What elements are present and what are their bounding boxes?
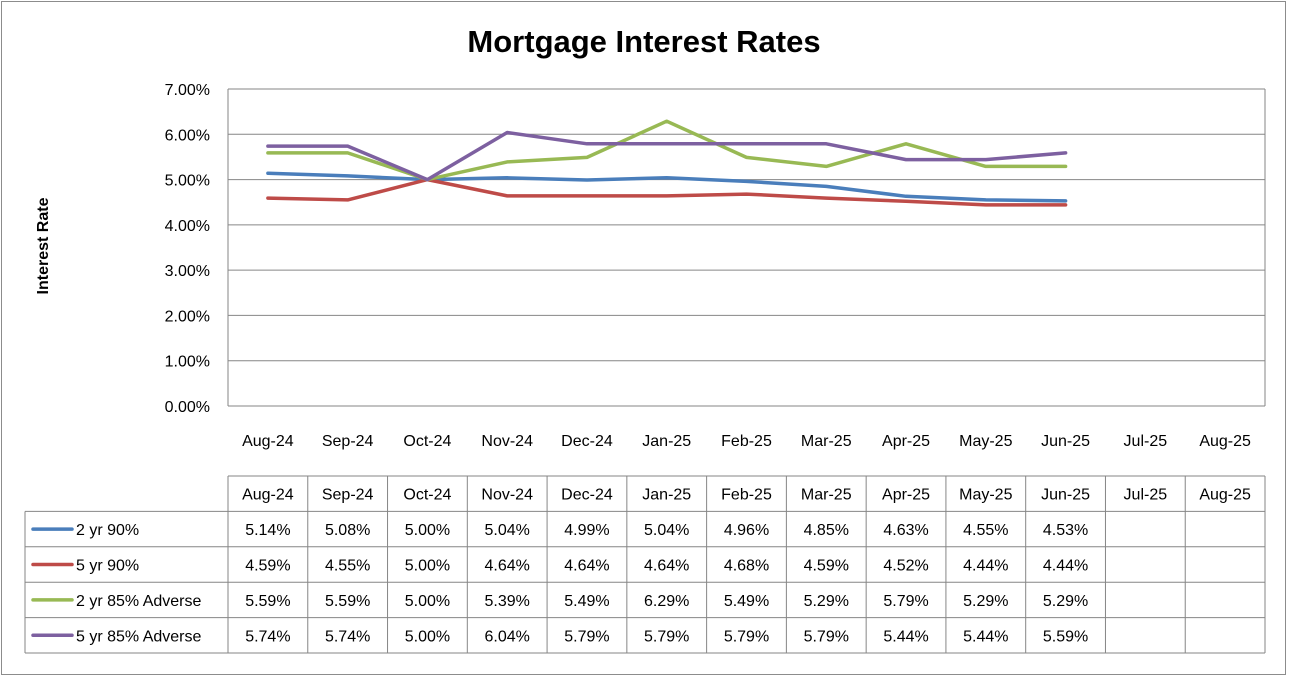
- y-axis-label: Interest Rate: [35, 197, 52, 294]
- table-value-cell: 5.44%: [963, 628, 1008, 645]
- x-tick-label: Sep-24: [322, 433, 374, 450]
- x-tick-label: Jun-25: [1041, 433, 1090, 450]
- table-value-cell: 4.44%: [963, 558, 1008, 575]
- table-value-cell: 5.49%: [724, 593, 769, 610]
- table-value-cell: 4.85%: [804, 522, 849, 539]
- x-tick-label: Dec-24: [561, 433, 613, 450]
- table-value-cell: 4.59%: [804, 558, 849, 575]
- series-line-2: [266, 177, 1068, 207]
- x-tick-label: Jul-25: [1124, 433, 1168, 450]
- table-value-cell: 5.39%: [485, 593, 530, 610]
- table-value-cell: 5.00%: [405, 558, 450, 575]
- table-value-cell: 5.00%: [405, 628, 450, 645]
- x-tick-labels: Aug-24 Sep-24 Oct-24 Nov-24 Dec-24 Jan-25 Feb-…: [242, 433, 1251, 450]
- table-value-cell: 5.79%: [883, 593, 928, 610]
- y-tick-labels: 0.00% 1.00% 2.00% 3.00% 4.00% 5.00% 6.00% 7.00%: [165, 82, 210, 416]
- table-value-cell: 6.04%: [485, 628, 530, 645]
- table-value-cell: 4.96%: [724, 522, 769, 539]
- x-tick-label: Feb-25: [721, 433, 772, 450]
- table-value-cell: 5.49%: [564, 593, 609, 610]
- data-table: Aug-24 Sep-24 Oct-24 Nov-24 Dec-24 Jan-25 Feb-…: [24, 475, 1266, 654]
- table-header-cell: Sep-24: [322, 487, 374, 504]
- table-value-cell: 4.55%: [325, 558, 370, 575]
- table-value-cell: 4.68%: [724, 558, 769, 575]
- chart-title: Mortgage Interest Rates: [467, 24, 820, 59]
- table-value-cell: 6.29%: [644, 593, 689, 610]
- table-value-cell: 5.79%: [804, 628, 849, 645]
- y-tick-label: 7.00%: [165, 82, 210, 99]
- series-line-1: [266, 171, 1068, 203]
- y-tick-label: 4.00%: [165, 218, 210, 235]
- legend-series-name: 2 yr 90%: [76, 522, 139, 539]
- table-header-cell: May-25: [959, 487, 1012, 504]
- table-value-cell: 4.64%: [644, 558, 689, 575]
- legend-series-name: 5 yr 85% Adverse: [76, 628, 202, 645]
- x-tick-label: Apr-25: [882, 433, 930, 450]
- table-value-cell: 4.55%: [963, 522, 1008, 539]
- table-header-cell: Feb-25: [721, 487, 772, 504]
- table-value-cell: 5.08%: [325, 522, 370, 539]
- series-line-4: [266, 130, 1068, 182]
- table-value-cell: 5.00%: [405, 522, 450, 539]
- x-tick-label: Oct-24: [403, 433, 451, 450]
- x-tick-label: Nov-24: [481, 433, 533, 450]
- table-header-cell: Jul-25: [1124, 487, 1168, 504]
- table-value-cell: 5.59%: [325, 593, 370, 610]
- table-header-cell: Apr-25: [882, 487, 930, 504]
- table-value-cell: 4.44%: [1043, 558, 1088, 575]
- legend-series-name: 2 yr 85% Adverse: [76, 593, 202, 610]
- table-value-cell: 5.04%: [644, 522, 689, 539]
- x-tick-label: Jan-25: [642, 433, 691, 450]
- table-value-cell: 5.59%: [245, 593, 290, 610]
- table-value-cell: 5.04%: [485, 522, 530, 539]
- table-header-cell: Aug-25: [1199, 487, 1251, 504]
- y-tick-label: 3.00%: [165, 263, 210, 280]
- table-value-cell: 5.74%: [245, 628, 290, 645]
- x-tick-label: Aug-24: [242, 433, 294, 450]
- y-tick-label: 0.00%: [165, 399, 210, 416]
- table-value-cell: 5.59%: [1043, 628, 1088, 645]
- table-value-cell: 4.53%: [1043, 522, 1088, 539]
- y-tick-label: 1.00%: [165, 354, 210, 371]
- table-value-cell: 4.64%: [564, 558, 609, 575]
- table-value-cell: 4.59%: [245, 558, 290, 575]
- y-tick-label: 5.00%: [165, 173, 210, 190]
- legend-series-name: 5 yr 90%: [76, 558, 139, 575]
- table-header-cell: Oct-24: [403, 487, 451, 504]
- gridlines: [227, 88, 1266, 407]
- x-tick-label: May-25: [959, 433, 1012, 450]
- table-value-cell: 5.00%: [405, 593, 450, 610]
- table-value-cell: 4.63%: [883, 522, 928, 539]
- x-tick-label: Aug-25: [1199, 433, 1251, 450]
- table-value-cell: 5.44%: [883, 628, 928, 645]
- series-lines: [266, 119, 1068, 207]
- table-header-cell: Mar-25: [801, 487, 852, 504]
- table-value-cell: 5.79%: [724, 628, 769, 645]
- table-header-cell: Jan-25: [642, 487, 691, 504]
- x-tick-label: Mar-25: [801, 433, 852, 450]
- series-line-3: [266, 119, 1068, 182]
- table-value-cell: 5.29%: [1043, 593, 1088, 610]
- table-value-cell: 4.64%: [485, 558, 530, 575]
- table-value-cell: 5.79%: [644, 628, 689, 645]
- table-value-cell: 5.29%: [804, 593, 849, 610]
- table-value-cell: 5.14%: [245, 522, 290, 539]
- table-value-cell: 4.99%: [564, 522, 609, 539]
- y-tick-label: 2.00%: [165, 308, 210, 325]
- table-header-cell: Jun-25: [1041, 487, 1090, 504]
- table-value-cell: 5.74%: [325, 628, 370, 645]
- table-value-cell: 4.52%: [883, 558, 928, 575]
- table-header-cell: Nov-24: [481, 487, 533, 504]
- table-header-cell: Aug-24: [242, 487, 294, 504]
- table-value-cell: 5.29%: [963, 593, 1008, 610]
- y-tick-label: 6.00%: [165, 127, 210, 144]
- table-header-cell: Dec-24: [561, 487, 613, 504]
- table-value-cell: 5.79%: [564, 628, 609, 645]
